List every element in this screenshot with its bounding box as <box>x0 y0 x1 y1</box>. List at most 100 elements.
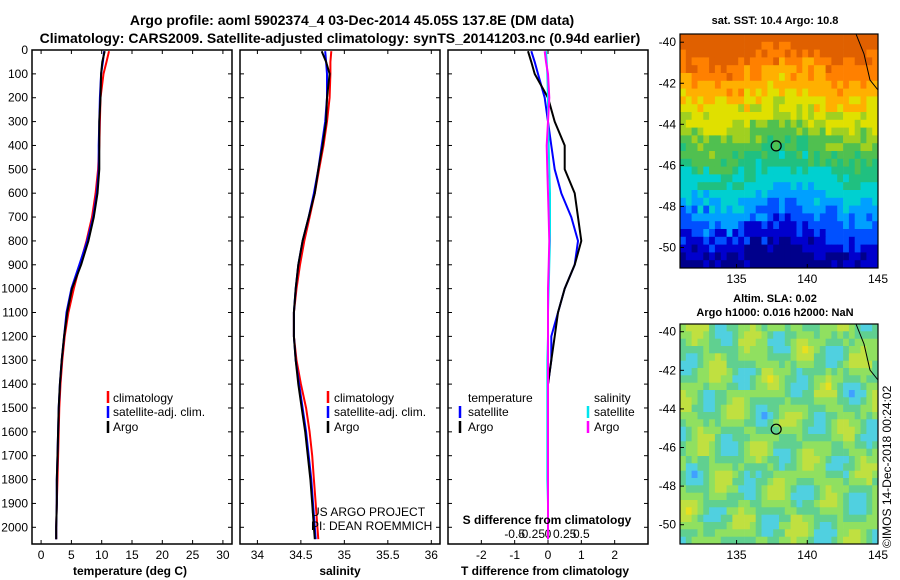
map-cell <box>761 390 768 398</box>
map-cell <box>854 88 861 97</box>
legend-sal-satellite-label: satellite <box>594 405 635 419</box>
map-cell <box>860 190 867 199</box>
map-cell <box>709 244 716 253</box>
map-cell <box>709 412 716 420</box>
map-cell <box>790 412 797 420</box>
map-cell <box>773 229 780 238</box>
map-cell <box>819 485 826 493</box>
map-cell <box>837 229 844 238</box>
map-cell <box>691 368 698 376</box>
map-cell <box>685 360 692 369</box>
map-cell <box>697 390 704 398</box>
map-cell <box>790 500 797 508</box>
map-cell <box>819 492 826 501</box>
map-cell <box>854 412 861 420</box>
map-cell <box>819 135 826 144</box>
map-cell <box>854 236 861 245</box>
map-cell <box>808 166 815 175</box>
map-cell <box>738 470 745 479</box>
map-cell <box>755 151 762 160</box>
map-cell <box>825 252 832 261</box>
lat-tick-label: -42 <box>659 363 677 377</box>
map-cell <box>779 197 786 206</box>
map-cell <box>784 229 791 238</box>
map-cell <box>831 478 838 486</box>
map-cell <box>738 434 745 442</box>
map-cell <box>714 88 722 97</box>
map-cell <box>680 390 687 398</box>
map-cell <box>714 127 722 136</box>
x-tick-label: 35.5 <box>376 548 400 562</box>
map-cell <box>703 151 710 160</box>
map-cell <box>784 470 791 479</box>
map-cell <box>848 338 856 347</box>
map-cell <box>831 390 838 398</box>
map-cell <box>714 514 722 523</box>
map-cell <box>784 522 791 530</box>
x-tick-label: 30 <box>216 548 230 562</box>
map-cell <box>697 229 704 238</box>
map-cell <box>773 96 780 105</box>
map-cell <box>726 236 733 245</box>
map-cell <box>866 412 873 420</box>
map-cell <box>755 135 762 144</box>
map-cell <box>732 119 739 128</box>
map-cell <box>703 529 710 537</box>
map-cell <box>843 522 850 530</box>
map-cell <box>744 536 751 545</box>
map-cell <box>738 507 745 515</box>
map-cell <box>802 73 809 82</box>
map-cell <box>837 73 844 82</box>
map-cell <box>767 463 774 471</box>
map-cell <box>703 41 710 50</box>
map-cell <box>709 158 716 167</box>
map-cell <box>854 397 861 405</box>
x-tick-label: 1 <box>578 548 585 562</box>
map-cell <box>761 441 768 449</box>
map-cell <box>726 382 733 391</box>
map-cell <box>784 507 791 515</box>
map-cell <box>808 507 815 515</box>
map-cell <box>796 324 803 332</box>
map-cell <box>831 522 838 530</box>
map-cell <box>732 353 739 361</box>
map-cell <box>819 166 826 175</box>
map-cell <box>738 88 745 97</box>
map-cell <box>732 57 739 66</box>
map-cell <box>685 158 692 167</box>
map-cell <box>866 441 873 449</box>
map-cell <box>872 353 879 361</box>
map-cell <box>714 441 722 449</box>
series-line-satellite-adj-clim- <box>55 51 106 540</box>
map-cell <box>761 434 768 442</box>
map-cell <box>802 190 809 199</box>
map-cell <box>779 260 786 269</box>
map-cell <box>808 346 815 354</box>
map-cell <box>761 485 768 493</box>
map-cell <box>808 34 815 43</box>
map-cell <box>819 331 826 339</box>
map-cell <box>767 448 774 457</box>
map-cell <box>843 536 850 545</box>
map-cell <box>691 536 698 545</box>
map-cell <box>860 221 867 230</box>
map-cell <box>755 104 762 113</box>
map-cell <box>854 166 861 175</box>
map-cell <box>767 485 774 493</box>
map-cell <box>860 104 867 113</box>
map-cell <box>744 500 751 508</box>
map-cell <box>720 236 727 245</box>
map-cell <box>755 34 762 43</box>
map-cell <box>767 34 774 43</box>
map-cell <box>796 492 803 501</box>
map-cell <box>831 331 838 339</box>
map-cell <box>685 390 692 398</box>
map-cell <box>813 360 821 369</box>
map-cell <box>779 529 786 537</box>
map-cell <box>866 135 873 144</box>
map-cell <box>680 338 687 347</box>
map-cell <box>784 485 791 493</box>
map-cell <box>714 360 722 369</box>
map-cell <box>831 346 838 354</box>
map-cell <box>709 205 716 214</box>
